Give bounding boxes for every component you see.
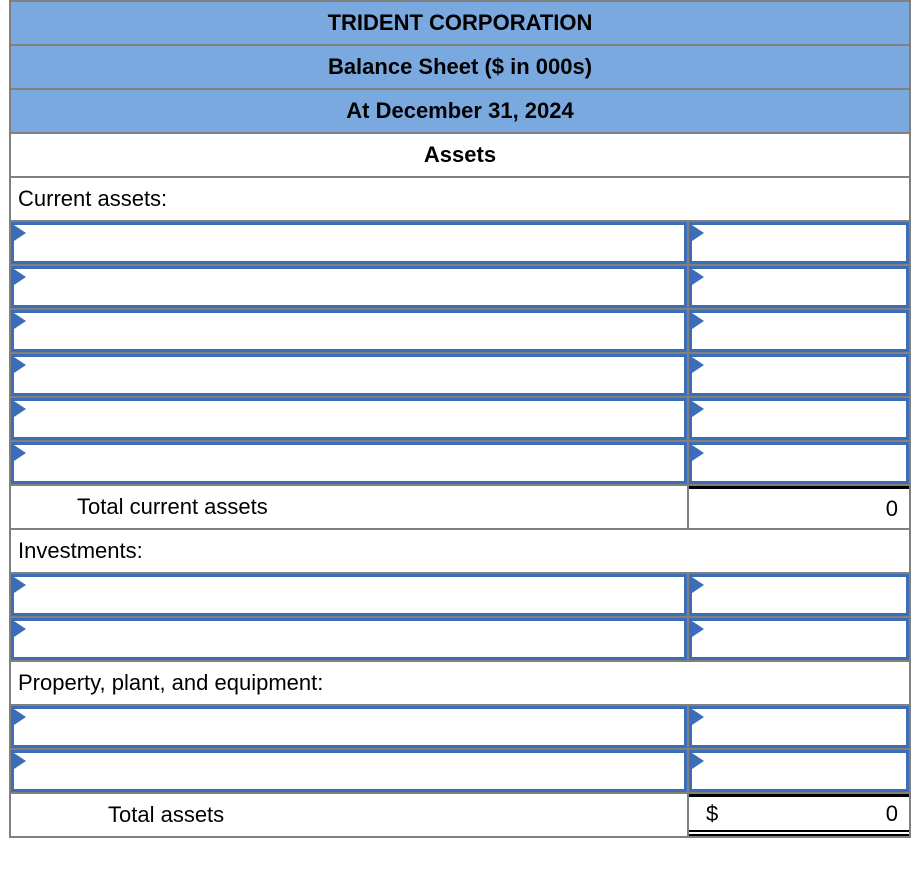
assets-header-row: Assets bbox=[11, 134, 909, 178]
ppe-label: Property, plant, and equipment: bbox=[18, 670, 324, 695]
investments-section-row: Investments: bbox=[11, 530, 909, 574]
dropdown-flag-icon bbox=[692, 313, 704, 329]
dropdown-flag-icon bbox=[692, 401, 704, 417]
current-assets-input-row-6 bbox=[11, 442, 909, 486]
amount-input-cell[interactable] bbox=[689, 266, 909, 308]
amount-input-cell[interactable] bbox=[689, 222, 909, 264]
dropdown-flag-icon bbox=[14, 709, 26, 725]
statement-date-row: At December 31, 2024 bbox=[11, 90, 909, 134]
assets-header: Assets bbox=[423, 142, 497, 167]
account-title-input-cell[interactable] bbox=[11, 354, 687, 396]
ppe-section-row: Property, plant, and equipment: bbox=[11, 662, 909, 706]
ppe-input-row-2 bbox=[11, 750, 909, 794]
amount-input-cell[interactable] bbox=[689, 442, 909, 484]
total-current-assets-row: Total current assets 0 bbox=[11, 486, 909, 530]
investments-input-row-1 bbox=[11, 574, 909, 618]
dropdown-flag-icon bbox=[14, 753, 26, 769]
currency-symbol: $ bbox=[706, 800, 719, 826]
company-name: TRIDENT CORPORATION bbox=[327, 10, 593, 35]
statement-title: Balance Sheet ($ in 000s) bbox=[327, 54, 593, 79]
current-assets-label: Current assets: bbox=[18, 186, 168, 211]
dropdown-flag-icon bbox=[14, 621, 26, 637]
account-title-input-cell[interactable] bbox=[11, 266, 687, 308]
amount-input-cell[interactable] bbox=[689, 750, 909, 792]
ppe-input-row-1 bbox=[11, 706, 909, 750]
amount-input-cell[interactable] bbox=[689, 618, 909, 660]
dropdown-flag-icon bbox=[692, 269, 704, 285]
total-assets-row: Total assets $ 0 bbox=[11, 794, 909, 838]
dropdown-flag-icon bbox=[14, 577, 26, 593]
amount-input-cell[interactable] bbox=[689, 706, 909, 748]
dropdown-flag-icon bbox=[692, 577, 704, 593]
company-name-row: TRIDENT CORPORATION bbox=[11, 2, 909, 46]
dropdown-flag-icon bbox=[692, 357, 704, 373]
total-current-assets-amount: 0 bbox=[885, 495, 898, 521]
dropdown-flag-icon bbox=[692, 709, 704, 725]
investments-label: Investments: bbox=[18, 538, 143, 563]
amount-input-cell[interactable] bbox=[689, 398, 909, 440]
current-assets-input-row-5 bbox=[11, 398, 909, 442]
dropdown-flag-icon bbox=[14, 357, 26, 373]
dropdown-flag-icon bbox=[14, 445, 26, 461]
investments-input-row-2 bbox=[11, 618, 909, 662]
current-assets-input-row-4 bbox=[11, 354, 909, 398]
account-title-input-cell[interactable] bbox=[11, 442, 687, 484]
account-title-input-cell[interactable] bbox=[11, 750, 687, 792]
account-title-input-cell[interactable] bbox=[11, 222, 687, 264]
dropdown-flag-icon bbox=[692, 225, 704, 241]
account-title-input-cell[interactable] bbox=[11, 706, 687, 748]
account-title-input-cell[interactable] bbox=[11, 310, 687, 352]
total-assets-value: $ 0 bbox=[689, 794, 909, 836]
current-assets-input-row-2 bbox=[11, 266, 909, 310]
dropdown-flag-icon bbox=[14, 269, 26, 285]
amount-input-cell[interactable] bbox=[689, 354, 909, 396]
current-assets-section-row: Current assets: bbox=[11, 178, 909, 222]
account-title-input-cell[interactable] bbox=[11, 398, 687, 440]
dropdown-flag-icon bbox=[14, 225, 26, 241]
amount-input-cell[interactable] bbox=[689, 310, 909, 352]
total-assets-amount: 0 bbox=[885, 800, 898, 826]
account-title-input-cell[interactable] bbox=[11, 574, 687, 616]
dropdown-flag-icon bbox=[692, 621, 704, 637]
dropdown-flag-icon bbox=[692, 753, 704, 769]
dropdown-flag-icon bbox=[692, 445, 704, 461]
account-title-input-cell[interactable] bbox=[11, 618, 687, 660]
statement-date: At December 31, 2024 bbox=[346, 98, 574, 123]
balance-sheet: TRIDENT CORPORATION Balance Sheet ($ in … bbox=[9, 0, 911, 838]
amount-input-cell[interactable] bbox=[689, 574, 909, 616]
current-assets-input-row-3 bbox=[11, 310, 909, 354]
total-current-assets-label: Total current assets bbox=[77, 494, 268, 519]
dropdown-flag-icon bbox=[14, 401, 26, 417]
current-assets-input-row-1 bbox=[11, 222, 909, 266]
total-current-assets-value: 0 bbox=[689, 486, 909, 528]
total-assets-label: Total assets bbox=[108, 802, 225, 827]
dropdown-flag-icon bbox=[14, 313, 26, 329]
statement-title-row: Balance Sheet ($ in 000s) bbox=[11, 46, 909, 90]
